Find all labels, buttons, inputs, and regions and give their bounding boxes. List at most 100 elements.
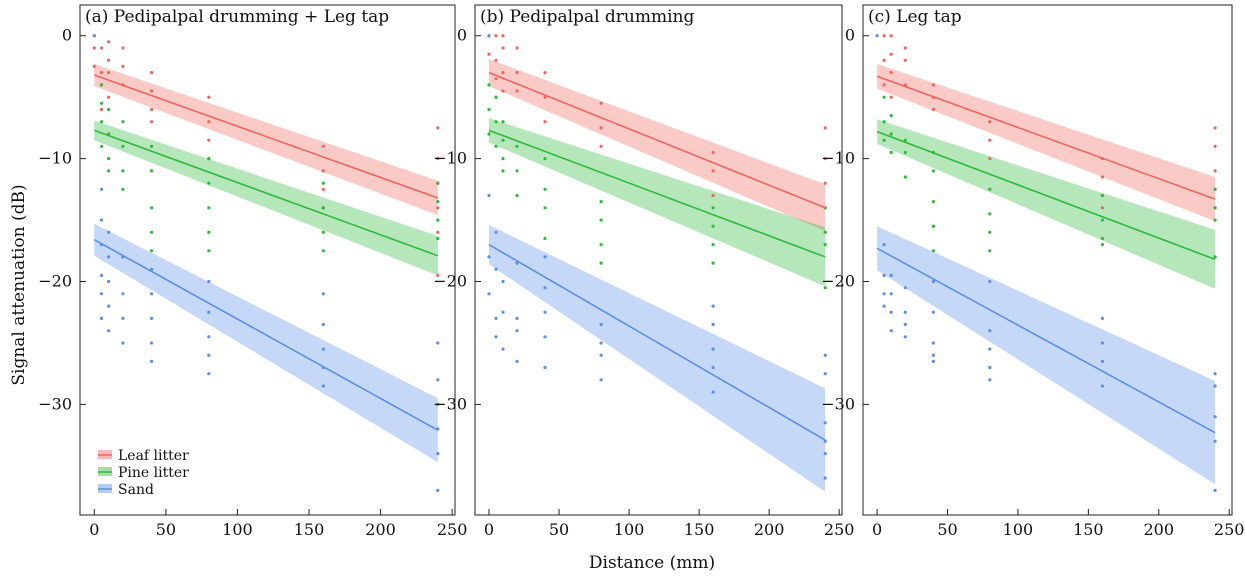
data-point-pine-litter	[882, 95, 886, 99]
data-point-sand	[889, 329, 893, 333]
data-point-leaf-litter	[988, 120, 992, 124]
data-point-leaf-litter	[501, 89, 505, 93]
data-point-pine-litter	[501, 120, 505, 124]
ci-band-sand	[489, 225, 826, 492]
x-tick-label: 100	[222, 520, 253, 539]
data-point-pine-litter	[882, 120, 886, 124]
data-point-leaf-litter	[711, 193, 715, 198]
ci-band-sand	[94, 223, 438, 463]
data-point-pine-litter	[107, 169, 111, 173]
data-point-sand	[207, 335, 211, 339]
data-point-sand	[903, 335, 907, 339]
x-tick-label: 100	[1003, 520, 1034, 539]
panel-title: (b) Pedipalpal drumming	[480, 7, 695, 27]
fit-line-pine-litter	[94, 129, 439, 257]
data-point-pine-litter	[543, 187, 547, 191]
data-point-sand	[487, 34, 491, 38]
data-point-sand	[711, 304, 715, 308]
data-point-sand	[515, 316, 519, 320]
data-point-leaf-litter	[882, 83, 886, 87]
y-tick-label: −20	[433, 272, 467, 291]
data-point-leaf-litter	[903, 46, 907, 50]
x-tick-label: 0	[872, 520, 882, 539]
data-point-pine-litter	[903, 138, 907, 142]
fit-line-sand	[488, 243, 826, 441]
data-point-sand	[107, 230, 111, 234]
data-point-sand	[903, 286, 907, 290]
data-point-sand	[889, 273, 893, 277]
ci-band-sand	[877, 226, 1216, 485]
panel-title: (a) Pedipalpal drumming + Leg tap	[85, 7, 389, 27]
data-point-pine-litter	[599, 218, 603, 222]
data-point-sand	[121, 292, 125, 296]
data-point-pine-litter	[207, 206, 211, 210]
ci-band-leaf-litter	[94, 64, 438, 216]
data-point-sand	[931, 353, 936, 357]
data-point-sand	[494, 230, 498, 234]
x-tick-label: 200	[754, 520, 785, 539]
data-point-sand	[882, 304, 886, 308]
data-point-pine-litter	[501, 157, 505, 161]
data-point-leaf-litter	[501, 71, 505, 75]
data-point-pine-litter	[207, 249, 211, 253]
data-point-leaf-litter	[882, 34, 886, 38]
data-point-leaf-litter	[107, 71, 111, 75]
ci-band-leaf-litter	[877, 64, 1216, 222]
data-point-sand	[107, 279, 111, 284]
data-point-leaf-litter	[931, 107, 936, 112]
plot-frame	[862, 4, 1233, 516]
data-point-sand	[931, 310, 936, 314]
data-point-sand	[711, 390, 715, 394]
data-point-sand	[988, 378, 992, 382]
y-tick-label: −30	[433, 394, 467, 413]
x-tick-label: 200	[365, 520, 396, 539]
data-point-pine-litter	[711, 243, 715, 247]
fit-line-leaf-litter	[94, 74, 439, 199]
data-point-sand	[99, 218, 104, 222]
data-point-sand	[1100, 341, 1104, 345]
data-point-pine-litter	[436, 236, 440, 241]
y-tick-label: −30	[38, 394, 72, 413]
data-point-leaf-litter	[150, 120, 154, 124]
data-point-sand	[150, 267, 154, 271]
data-point-sand	[543, 286, 547, 290]
data-point-leaf-litter	[515, 89, 519, 93]
data-point-pine-litter	[515, 169, 519, 173]
data-point-leaf-litter	[515, 46, 519, 50]
data-point-sand	[494, 335, 498, 339]
data-point-sand	[107, 329, 111, 333]
data-point-pine-litter	[436, 181, 440, 185]
data-point-sand	[823, 421, 827, 425]
data-point-sand	[207, 372, 211, 376]
data-point-sand	[931, 359, 936, 363]
data-point-leaf-litter	[889, 52, 893, 56]
data-point-pine-litter	[711, 206, 715, 210]
data-point-sand	[487, 292, 491, 296]
data-point-pine-litter	[599, 200, 603, 204]
y-tick-label: 0	[62, 26, 72, 45]
data-point-leaf-litter	[107, 40, 111, 44]
data-point-pine-litter	[150, 206, 154, 210]
data-point-sand	[321, 384, 325, 388]
y-tick-label: 0	[845, 26, 855, 45]
panel-b: 0 50 100 150 200 250 0 −10 −20 −30 (b) Pedipalpal …	[433, 4, 854, 539]
data-point-sand	[436, 402, 440, 406]
data-point-leaf-litter	[711, 169, 715, 173]
data-point-pine-litter	[121, 120, 125, 124]
data-point-pine-litter	[107, 107, 111, 112]
data-point-sand	[882, 273, 886, 277]
data-point-leaf-litter	[436, 273, 440, 277]
data-point-pine-litter	[436, 218, 440, 222]
data-point-sand	[889, 310, 893, 314]
data-point-sand	[543, 255, 547, 259]
data-point-sand	[1213, 439, 1217, 443]
data-point-pine-litter	[150, 249, 154, 253]
data-point-leaf-litter	[1213, 169, 1217, 173]
x-tick-label: 50	[156, 520, 176, 539]
data-point-pine-litter	[889, 150, 893, 155]
data-point-sand	[494, 316, 498, 320]
data-point-pine-litter	[121, 144, 125, 148]
data-point-sand	[882, 243, 886, 247]
data-point-sand	[121, 316, 125, 320]
fit-line-leaf-litter	[876, 75, 1216, 200]
